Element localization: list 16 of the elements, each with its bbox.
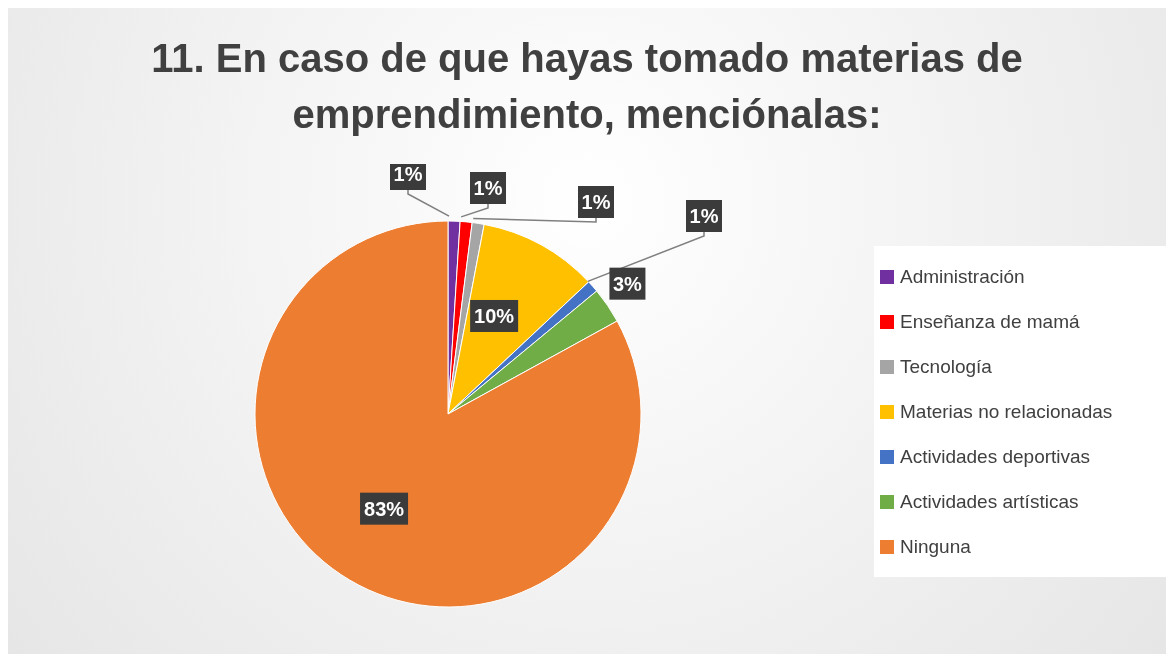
- legend-label: Tecnología: [900, 355, 992, 378]
- legend-label: Ninguna: [900, 535, 971, 558]
- legend-label: Administración: [900, 265, 1025, 288]
- data-label: 1%: [393, 163, 423, 185]
- pie-slice: [254, 220, 642, 608]
- legend-label: Materias no relacionadas: [900, 400, 1113, 423]
- data-label: 83%: [364, 497, 405, 520]
- legend-label: Actividades deportivas: [900, 445, 1091, 468]
- data-label: 3%: [612, 272, 643, 295]
- data-label: 1%: [689, 205, 719, 227]
- legend-label: Enseñanza de mamá: [900, 310, 1080, 333]
- data-label: 10%: [474, 304, 515, 327]
- data-label: 1%: [473, 177, 503, 199]
- data-label: 1%: [581, 191, 611, 213]
- chart-title: 11. En caso de que hayas tomado materias de emprendimiento, menciónalas:: [150, 35, 1024, 138]
- legend-label: Actividades artísticas: [900, 490, 1079, 513]
